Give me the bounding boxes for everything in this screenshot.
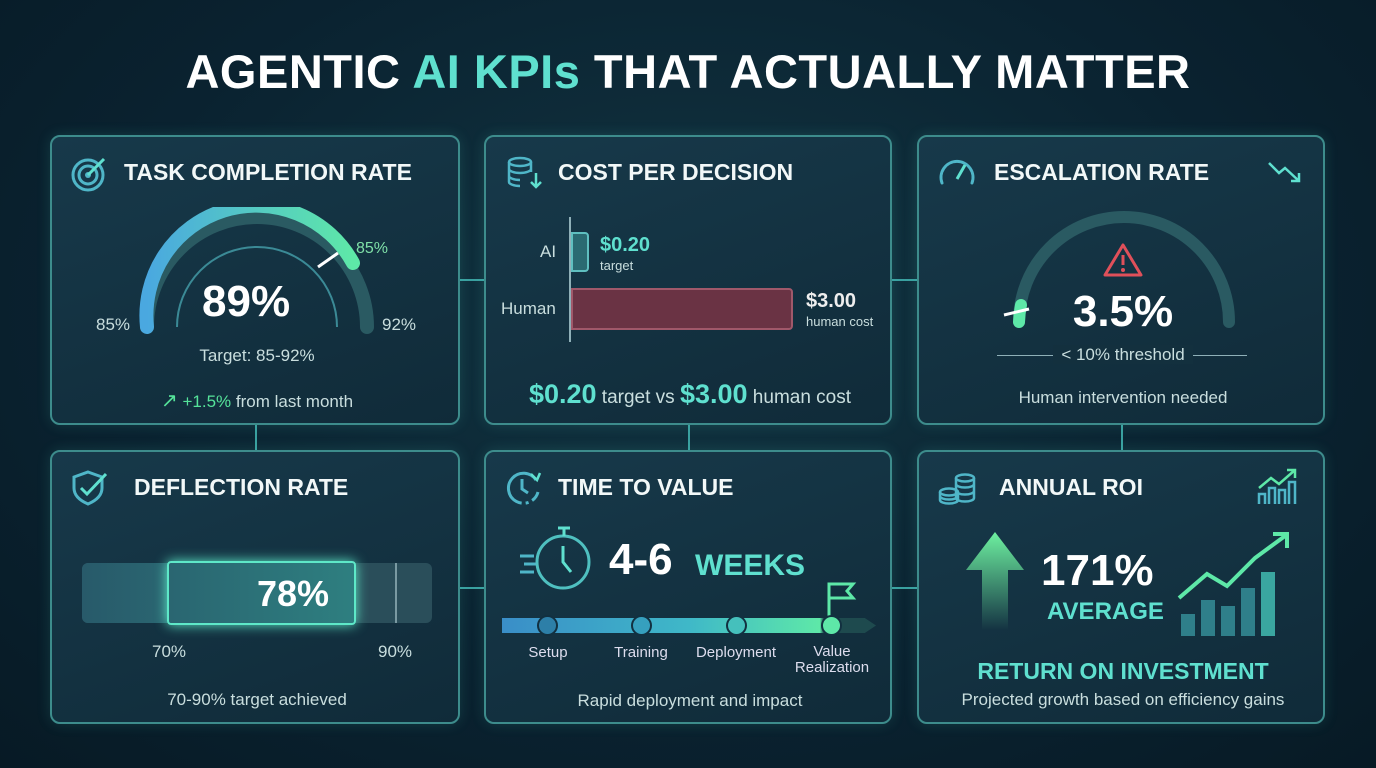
connector	[460, 587, 484, 589]
connector	[892, 279, 917, 281]
threshold-text: < 10% threshold	[919, 345, 1327, 365]
timeline-node-setup	[537, 615, 558, 636]
target-icon	[71, 157, 106, 192]
human-cost-bar	[571, 288, 793, 330]
card-title: ESCALATION RATE	[994, 159, 1210, 185]
step-label: Deployment	[695, 644, 777, 661]
human-cost-value: $3.00	[806, 290, 857, 312]
shield-check-icon	[72, 470, 108, 506]
ai-cost-sub: target	[600, 258, 634, 273]
axis-line	[569, 217, 571, 342]
coins-icon	[938, 473, 976, 505]
escalation-gauge	[1003, 211, 1235, 328]
time-to-value-card: TIME TO VALUE 4-6 WEEKS Setup Training D…	[484, 450, 892, 724]
connector	[255, 425, 257, 450]
max-marker	[395, 563, 397, 623]
stopwatch-icon	[520, 526, 591, 590]
gauge-min-label: 85%	[96, 315, 131, 334]
escalation-rate-card: ESCALATION RATE 3.5% < 10% threshold Hum…	[917, 135, 1325, 425]
completion-gauge	[139, 207, 374, 334]
step-label: Training	[614, 644, 668, 661]
escalation-caption: Human intervention needed	[1018, 388, 1228, 407]
database-down-icon	[507, 156, 542, 189]
warning-icon	[1103, 243, 1143, 277]
human-cost-sub: human cost	[806, 314, 874, 329]
deflection-value: 78%	[257, 573, 330, 614]
up-arrow-icon	[966, 532, 1024, 630]
timeline-node-deployment	[726, 615, 747, 636]
bar-chart-up-icon	[1257, 468, 1297, 504]
speedometer-icon	[939, 160, 975, 185]
step-label: Setup	[528, 644, 568, 661]
flag-icon	[827, 582, 857, 620]
time-unit: WEEKS	[695, 549, 806, 582]
connector	[688, 425, 690, 450]
timeline-bar	[502, 618, 876, 633]
escalation-value: 3.5%	[1072, 287, 1174, 336]
card-title: TIME TO VALUE	[558, 474, 734, 500]
min-label: 70%	[152, 642, 187, 661]
roi-sub: AVERAGE	[1047, 598, 1164, 625]
deflection-caption: 70-90% target achieved	[167, 690, 347, 709]
ai-cost-bar	[571, 232, 589, 272]
time-value: 4-6	[609, 535, 673, 584]
connector	[1121, 425, 1123, 450]
trend-down-icon	[1268, 162, 1301, 183]
target-text: Target: 85-92%	[199, 346, 315, 365]
card-title: TASK COMPLETION RATE	[124, 159, 412, 185]
max-label: 90%	[378, 642, 413, 661]
ai-label: AI	[540, 242, 557, 261]
roi-heading: RETURN ON INVESTMENT	[977, 658, 1269, 684]
task-completion-card: TASK COMPLETION RATE 89% 85% 85% 92% Tar…	[50, 135, 460, 425]
annual-roi-card: ANNUAL ROI 171% AVERAGE RETURN ON INVEST…	[917, 450, 1325, 724]
roi-value: 171%	[1041, 546, 1154, 595]
trend-up-icon: ↗	[160, 390, 178, 412]
ai-cost-value: $0.20	[600, 234, 651, 256]
cost-summary: $0.20 target vs $3.00 human cost	[528, 379, 852, 409]
clock-refresh-icon	[506, 471, 542, 505]
timeline-node-value	[821, 615, 842, 636]
step-label: Value Realization	[794, 643, 870, 676]
cost-per-decision-card: COST PER DECISION AI $0.20 target Human …	[484, 135, 892, 425]
connector	[892, 587, 917, 589]
timeline-node-training	[631, 615, 652, 636]
page-title: AGENTIC AI KPIs THAT ACTUALLY MATTER	[185, 45, 1191, 98]
target-range-box	[167, 561, 356, 625]
deflection-rate-card: DEFLECTION RATE 78% 70% 90% 70-90% targe…	[50, 450, 460, 724]
card-title: DEFLECTION RATE	[134, 474, 349, 500]
growth-chart-icon	[1177, 532, 1289, 636]
gauge-max-label: 92%	[382, 315, 417, 334]
marker-label: 85%	[356, 240, 389, 257]
deflection-fill	[82, 563, 355, 623]
roi-caption: Projected growth based on efficiency gai…	[961, 690, 1285, 709]
connector	[460, 279, 484, 281]
time-caption: Rapid deployment and impact	[577, 691, 803, 710]
human-label: Human	[501, 299, 556, 318]
card-title: ANNUAL ROI	[999, 474, 1143, 500]
completion-value: 89%	[202, 277, 291, 326]
card-title: COST PER DECISION	[558, 159, 794, 185]
change-text: ↗ +1.5% from last month	[160, 390, 354, 412]
